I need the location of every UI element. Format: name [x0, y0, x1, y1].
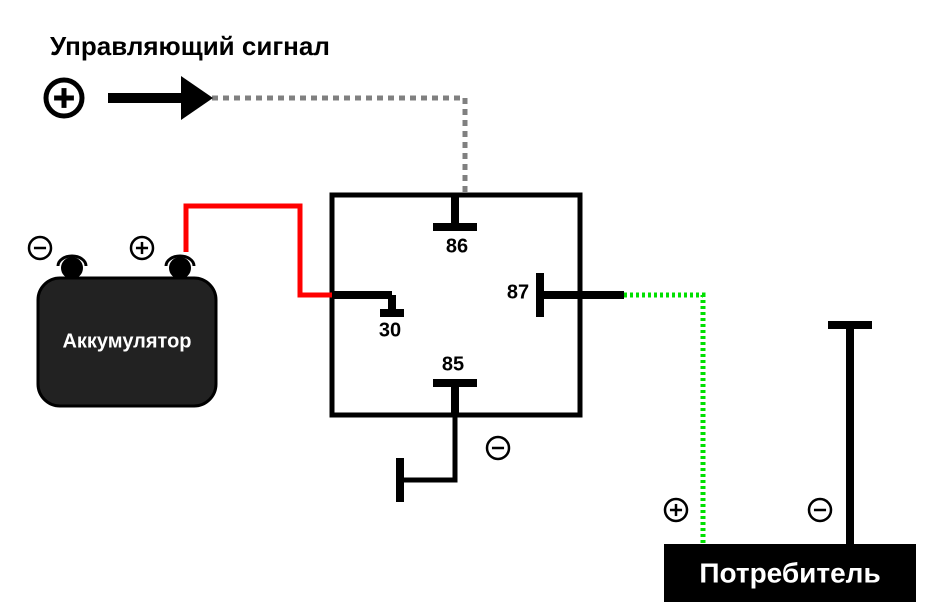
battery-minus-icon [29, 237, 51, 259]
control-arrow-icon [108, 76, 213, 120]
wire-black-85-to-ground [400, 415, 455, 480]
pin85-minus-icon [487, 437, 509, 459]
wire-dashed-control-to-86 [212, 98, 465, 195]
battery-plus-icon [131, 237, 153, 259]
consumer-label: Потребитель [699, 557, 880, 588]
pin-86-terminal [433, 195, 477, 227]
pin-30-terminal [332, 295, 404, 313]
pin-87-label: 87 [507, 281, 529, 303]
wire-green-87-to-consumer [624, 295, 703, 544]
consumer-plus-icon [665, 499, 687, 521]
pin-85-label: 85 [442, 353, 464, 375]
consumer-minus-icon [809, 499, 831, 521]
relay-wiring-diagram: Управляющий сигнал Аккумулятор Потребите… [0, 0, 931, 616]
control-plus-icon [46, 80, 82, 116]
pin-85-terminal [433, 383, 477, 415]
pin-30-label: 30 [379, 319, 401, 341]
pin-86-label: 86 [446, 235, 468, 257]
battery-label: Аккумулятор [62, 330, 191, 352]
control-signal-label: Управляющий сигнал [50, 31, 330, 61]
